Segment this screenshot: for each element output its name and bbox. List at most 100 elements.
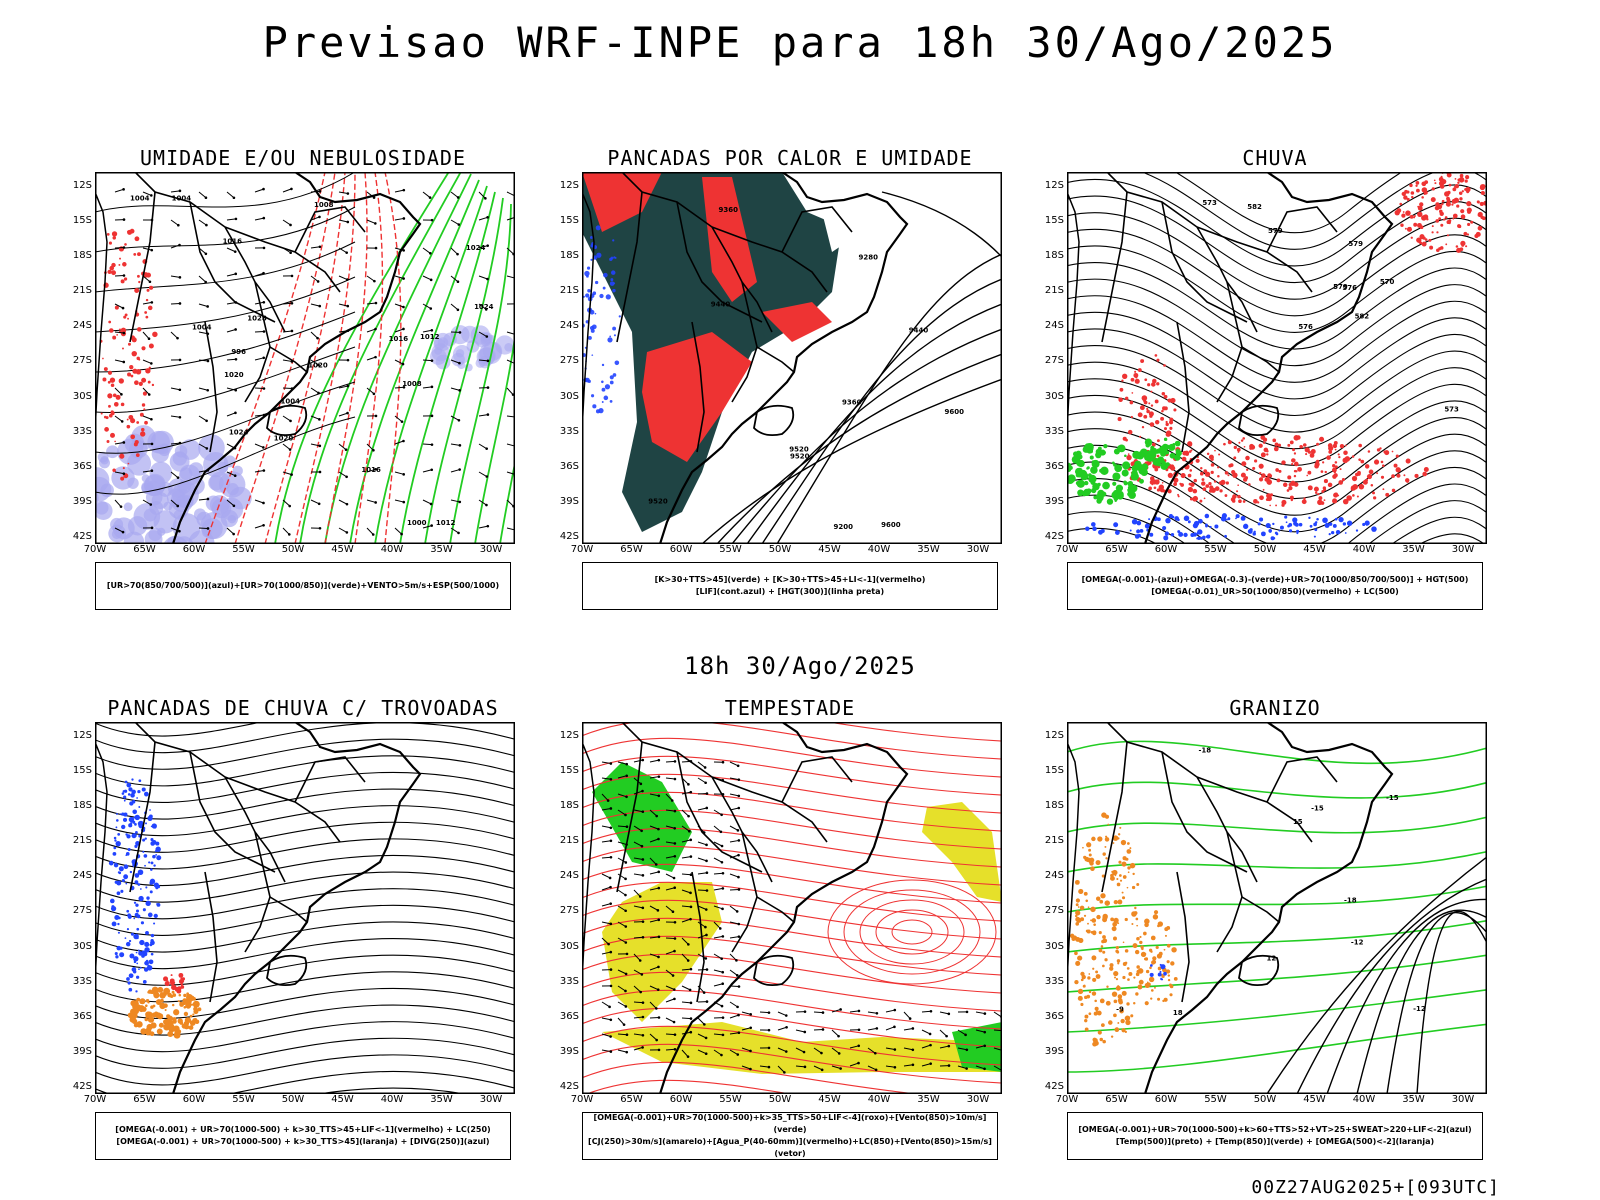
wind-vector [885,1009,895,1013]
field-cell [1458,177,1465,183]
wind-vector-head [720,813,723,817]
field-cell [1240,472,1246,478]
field-cell [1396,473,1401,478]
wind-vector-head [689,838,693,842]
map-hail: -9 -12 -15 -18 -12 -15 -18 12 15 18 [1067,722,1487,1094]
field-cell [1127,429,1133,435]
wind-vector [422,359,433,362]
field-cell [1168,513,1173,518]
wind-vector [741,1047,751,1052]
wind-vector [450,303,459,311]
wind-vector [282,387,293,390]
latitude-tick-label: 27S [559,905,579,917]
wind-vector-head [624,989,627,993]
field-cell [112,393,117,398]
wind-vector-head [624,941,628,944]
field-cell [1190,532,1195,537]
wind-vector [601,793,609,801]
wind-vector [170,244,180,249]
field-cell [124,937,127,940]
field-cell [116,819,119,822]
wind-vector-head [673,1033,677,1036]
field-cell [1161,409,1164,413]
longitude-tick-label: 50W [768,544,792,555]
field-cell [1166,960,1170,964]
wind-vector-head [641,1001,645,1004]
wind-vector [601,903,611,907]
wind-vector-head [456,308,460,312]
field-cell [1208,488,1213,493]
wind-vector [366,356,376,361]
wind-vector-head [689,967,693,971]
wind-vector [633,857,643,860]
wind-vector-head [737,806,741,810]
field-cell [114,839,117,842]
wind-vector-head [147,337,151,340]
wind-vector [939,1029,947,1037]
wind-vector-head [402,439,405,443]
wind-vector-head [206,497,210,501]
field-cell [1085,899,1089,903]
field-cell [1307,470,1312,475]
wind-vector-head [429,502,433,506]
wind-vector [957,1029,966,1036]
streamline [1067,311,1487,400]
field-cell [158,1022,164,1028]
temp500-contour [1296,878,1487,1094]
wind-vector [506,387,514,395]
field-cell [149,1031,155,1037]
field-cell [1150,390,1153,393]
thickness-contour [354,172,384,544]
field-cell [1150,989,1154,992]
thickness-contour [234,172,336,544]
field-cell [1456,247,1462,253]
wind-vector-head [486,277,489,281]
field-cell [1075,903,1079,907]
wind-vector [617,1049,627,1053]
wind-vector-head [290,274,294,278]
field-cell [149,809,151,811]
field-cell [1341,477,1345,482]
wind-vector [310,246,320,249]
field-cell [1132,943,1138,949]
field-cell [1464,188,1467,191]
field-cell [127,914,132,919]
contour-label: -18 [1344,896,1357,904]
field-cell [1113,917,1119,924]
field-cell [1303,497,1306,500]
contour-label: 9280 [858,253,878,261]
wind-vector-head [318,470,322,474]
field-cell [586,266,591,270]
field-cell [1156,488,1161,492]
field-cell [1422,236,1426,240]
wind-vector [338,191,348,195]
field-cell [1328,450,1333,454]
field-cell [613,334,616,337]
coastline [171,722,422,1094]
wind-vector-head [345,475,348,479]
field-cell [1154,459,1160,465]
wind-vector-head [721,982,725,986]
latitude-tick-label: 21S [1044,285,1064,297]
field-cell [1119,826,1122,829]
field-cell [1243,445,1246,448]
wind-vector-head [625,952,629,956]
latitude-tick-label: 36S [72,1010,92,1022]
field-cell [1321,489,1325,493]
wind-vector [310,443,320,447]
field-cell [1463,231,1468,236]
wind-vector [114,499,122,508]
streamline [1067,477,1487,544]
field-cell [148,527,162,542]
field-cell [134,236,140,242]
field-cell [1132,872,1135,876]
field-cell [149,881,154,885]
field-cell [142,908,146,912]
field-cell [172,993,177,997]
field-cell [147,305,153,311]
wind-vector [282,359,292,362]
wind-vector-head [624,925,628,928]
field-cell [1136,937,1140,941]
longitude-tick-label: 65W [1105,1094,1128,1105]
field-cell [1362,479,1368,485]
